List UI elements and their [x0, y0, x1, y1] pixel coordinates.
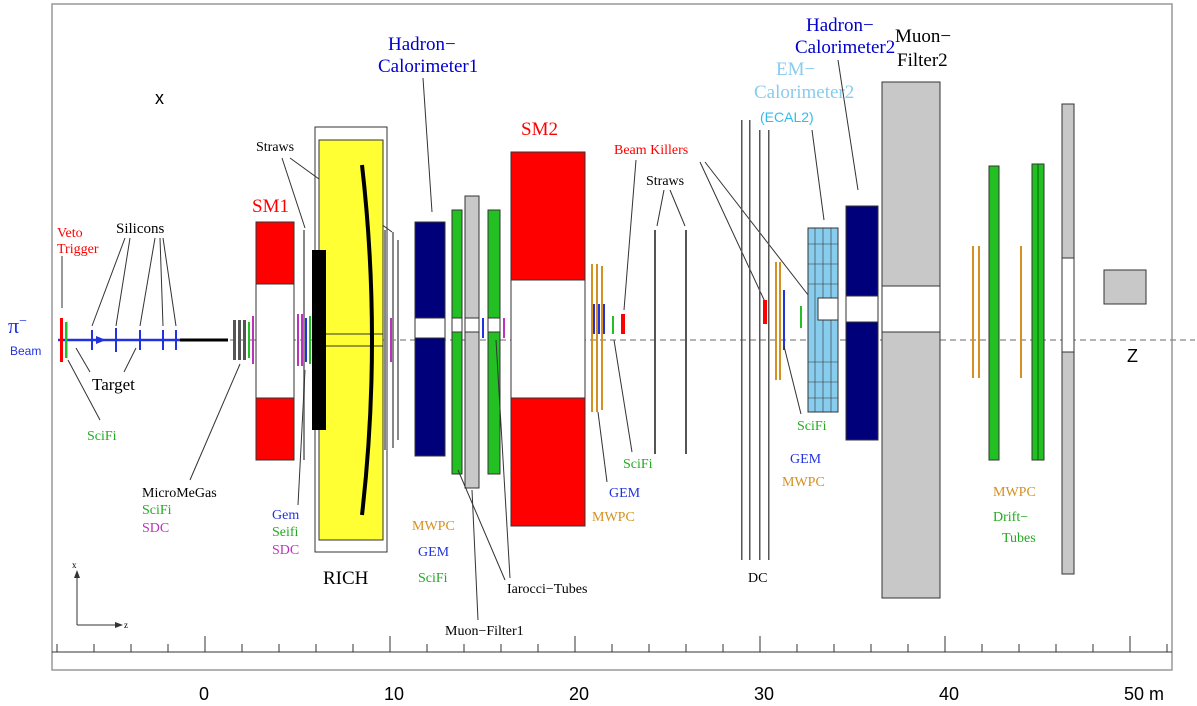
- muon-filter2: [881, 81, 941, 599]
- mwpc1-label: MWPC: [412, 519, 455, 534]
- target-scifi-label: SciFi: [87, 429, 117, 444]
- beam-pi-symbol: π−: [8, 313, 27, 338]
- ruler-tick-label: 10: [384, 684, 404, 704]
- silicons-label: Silicons: [116, 221, 165, 237]
- hcal1-label-line1: Hadron−: [388, 34, 456, 55]
- veto-counter: [60, 318, 63, 362]
- ruler-tick-label: 50 m: [1124, 684, 1164, 704]
- axis-z-label: Z: [1127, 346, 1138, 366]
- micromegas-scifi-label: SciFi: [142, 503, 172, 518]
- ruler-tick-label: 40: [939, 684, 959, 704]
- dc-label: DC: [748, 571, 767, 586]
- sm1-label: SM1: [252, 196, 289, 217]
- sm2-magnet: [510, 151, 586, 527]
- gem2-label: GEM: [418, 545, 450, 560]
- scifi4-label: SciFi: [797, 419, 827, 434]
- drift-chambers: [741, 120, 770, 560]
- hcal2-label-line2: Calorimeter2: [795, 37, 895, 58]
- ecal2-label: (ECAL2): [760, 109, 814, 125]
- beam-label: Beam: [10, 344, 41, 358]
- sm2-detectors: [591, 264, 625, 412]
- gem3-label: GEM: [609, 486, 641, 501]
- muon-filter1-group: [451, 195, 505, 489]
- gem1-label: Gem: [272, 508, 299, 523]
- drift-tubes-label-line2: Tubes: [1002, 531, 1036, 546]
- target-scifi: [65, 322, 68, 358]
- target-label: Target: [92, 375, 135, 394]
- mwpc4-label: MWPC: [782, 475, 825, 490]
- ecal2-region-detectors: [763, 262, 815, 380]
- ruler-tick-label: 20: [569, 684, 589, 704]
- trigger-label: Trigger: [57, 242, 99, 257]
- straws2-label: Straws: [646, 174, 684, 189]
- muon-filter2-label-line1: Muon−: [895, 26, 951, 47]
- hcal1: [414, 221, 446, 457]
- axis-x-label: x: [155, 88, 164, 108]
- mwpc5-label: MWPC: [993, 485, 1036, 500]
- muon-filter2-label-line2: Filter2: [897, 50, 948, 71]
- scifi2-label: SciFi: [418, 571, 448, 586]
- diagram-frame: [51, 3, 1173, 671]
- emcal2-label-line1: EM−: [776, 59, 815, 80]
- micromegas-sdc-label: SDC: [142, 521, 169, 536]
- ruler-tick-label: 0: [199, 684, 209, 704]
- far-detectors: [972, 103, 1147, 575]
- legend-z-label: z: [124, 620, 128, 630]
- ruler-tick-label: 30: [754, 684, 774, 704]
- hcal1-label-line2: Calorimeter1: [378, 56, 478, 77]
- beam-region: π− Beam: [8, 313, 254, 364]
- veto-label: Veto: [57, 226, 83, 241]
- sdc1-label: SDC: [272, 543, 299, 558]
- scifi3-label: SciFi: [623, 457, 653, 472]
- mwpc3-label: MWPC: [592, 510, 635, 525]
- scale-ruler: 0 10 20 30 40 50 m: [52, 636, 1172, 704]
- rich-label: RICH: [323, 568, 369, 589]
- straws1-label: Straws: [256, 140, 294, 155]
- ecal2: [807, 227, 839, 413]
- hcal2-label-line1: Hadron−: [806, 15, 874, 36]
- rich-detector: [312, 126, 388, 553]
- emcal2-label-line2: Calorimeter2: [754, 82, 854, 103]
- muon-filter1-label: Muon−Filter1: [445, 624, 524, 639]
- gem4-label: GEM: [790, 452, 822, 467]
- beam-killers-label: Beam Killers: [614, 143, 688, 158]
- axis-legend: x z: [72, 560, 128, 630]
- sm1-magnet: [255, 221, 295, 461]
- micromegas-label: MicroMeGas: [142, 486, 217, 501]
- drift-tubes-label-line1: Drift−: [993, 510, 1028, 525]
- iarocci-label: Iarocci−Tubes: [507, 582, 587, 597]
- legend-x-label: x: [72, 560, 77, 570]
- hcal2: [845, 205, 879, 441]
- sm1-detectors: [297, 230, 311, 460]
- sm2-label: SM2: [521, 119, 558, 140]
- seifi1-label: Seifi: [272, 525, 299, 540]
